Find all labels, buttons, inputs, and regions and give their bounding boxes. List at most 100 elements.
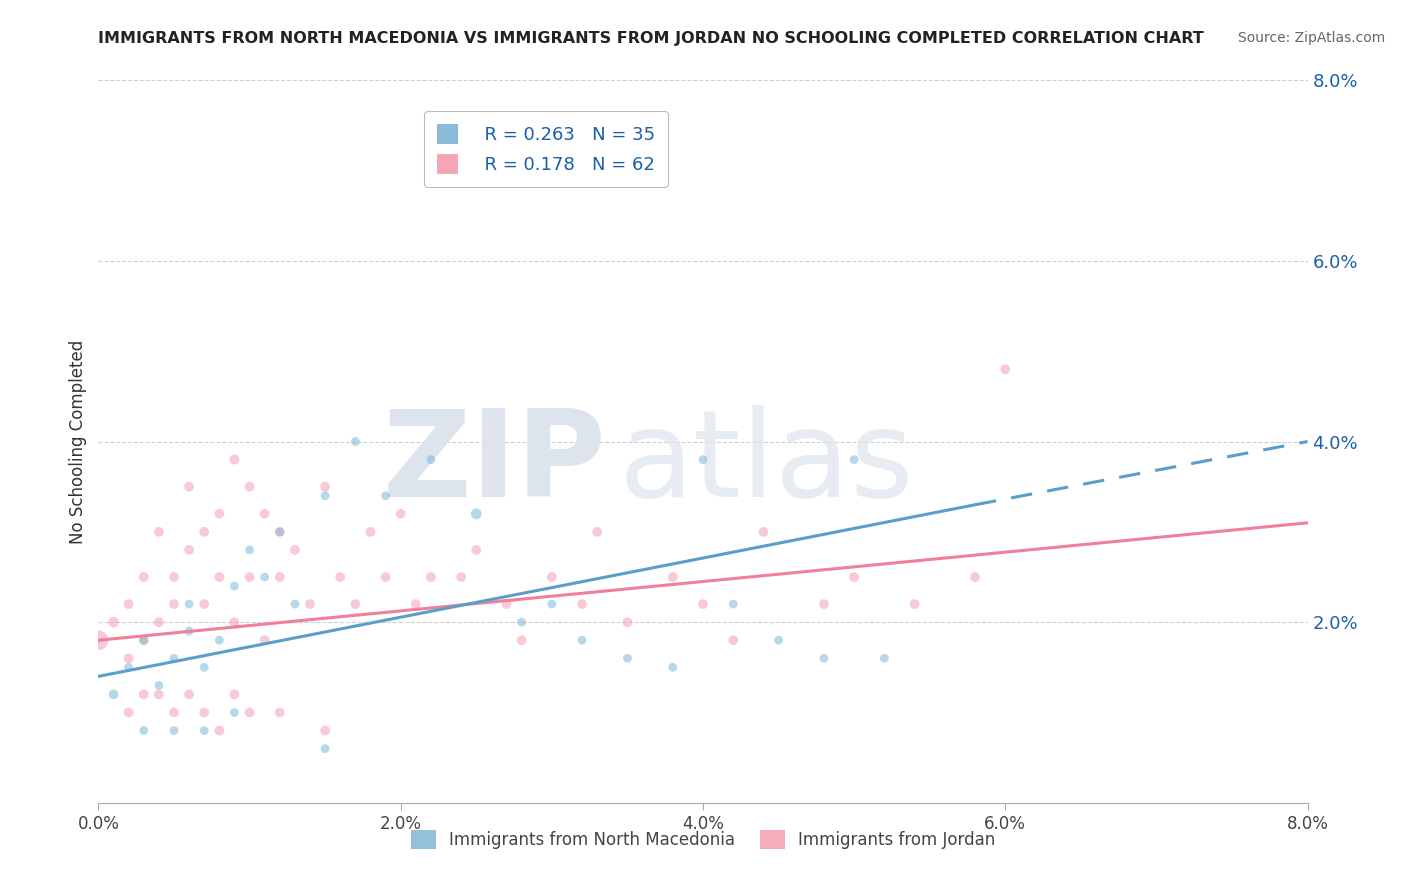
Point xyxy=(723,597,745,611)
Point xyxy=(510,615,533,630)
Point xyxy=(148,524,170,539)
Point xyxy=(813,651,835,665)
Point xyxy=(344,434,367,449)
Point xyxy=(994,362,1017,376)
Text: ZIP: ZIP xyxy=(382,405,606,522)
Point xyxy=(405,597,427,611)
Point xyxy=(314,723,336,738)
Point xyxy=(661,570,683,584)
Point xyxy=(844,570,866,584)
Point xyxy=(193,660,215,674)
Point xyxy=(103,615,125,630)
Point xyxy=(132,723,155,738)
Point xyxy=(360,524,382,539)
Point xyxy=(224,687,246,701)
Point xyxy=(179,687,201,701)
Point xyxy=(374,489,396,503)
Point xyxy=(540,597,562,611)
Point xyxy=(179,480,201,494)
Point xyxy=(208,507,231,521)
Point xyxy=(148,678,170,692)
Point xyxy=(193,723,215,738)
Point xyxy=(253,633,276,648)
Point xyxy=(284,542,307,557)
Point xyxy=(239,706,262,720)
Point xyxy=(752,524,775,539)
Point xyxy=(616,651,638,665)
Point xyxy=(118,660,141,674)
Point xyxy=(314,480,336,494)
Point xyxy=(844,452,866,467)
Point xyxy=(269,524,291,539)
Point xyxy=(586,524,609,539)
Legend: Immigrants from North Macedonia, Immigrants from Jordan: Immigrants from North Macedonia, Immigra… xyxy=(404,823,1002,856)
Point xyxy=(179,624,201,639)
Point xyxy=(374,570,396,584)
Point xyxy=(692,597,714,611)
Point xyxy=(224,615,246,630)
Point xyxy=(284,597,307,611)
Point xyxy=(314,741,336,756)
Point xyxy=(465,542,488,557)
Point xyxy=(163,706,186,720)
Point xyxy=(239,570,262,584)
Point xyxy=(132,570,155,584)
Point xyxy=(420,452,443,467)
Point xyxy=(193,706,215,720)
Point xyxy=(904,597,927,611)
Point xyxy=(495,597,517,611)
Point xyxy=(314,489,336,503)
Point xyxy=(269,570,291,584)
Point xyxy=(224,452,246,467)
Point xyxy=(163,651,186,665)
Point xyxy=(132,633,155,648)
Point xyxy=(208,633,231,648)
Point xyxy=(208,723,231,738)
Point xyxy=(450,570,472,584)
Point xyxy=(118,651,141,665)
Point xyxy=(269,706,291,720)
Point xyxy=(132,633,155,648)
Point xyxy=(148,615,170,630)
Point xyxy=(179,542,201,557)
Point xyxy=(540,570,562,584)
Point xyxy=(224,706,246,720)
Text: IMMIGRANTS FROM NORTH MACEDONIA VS IMMIGRANTS FROM JORDAN NO SCHOOLING COMPLETED: IMMIGRANTS FROM NORTH MACEDONIA VS IMMIG… xyxy=(98,31,1204,46)
Point xyxy=(179,597,201,611)
Point xyxy=(873,651,896,665)
Point xyxy=(692,452,714,467)
Text: atlas: atlas xyxy=(619,405,914,522)
Point xyxy=(193,597,215,611)
Point xyxy=(224,579,246,593)
Point xyxy=(571,633,593,648)
Text: Source: ZipAtlas.com: Source: ZipAtlas.com xyxy=(1237,31,1385,45)
Point xyxy=(163,597,186,611)
Point xyxy=(253,507,276,521)
Point xyxy=(965,570,987,584)
Point xyxy=(329,570,352,584)
Point xyxy=(420,570,443,584)
Point xyxy=(208,570,231,584)
Point xyxy=(163,723,186,738)
Point xyxy=(813,597,835,611)
Point xyxy=(661,660,683,674)
Point xyxy=(723,633,745,648)
Point xyxy=(118,597,141,611)
Point xyxy=(389,507,412,521)
Point xyxy=(344,597,367,611)
Point xyxy=(510,633,533,648)
Point xyxy=(193,524,215,539)
Point xyxy=(269,524,291,539)
Point xyxy=(616,615,638,630)
Point xyxy=(163,570,186,584)
Point xyxy=(87,633,110,648)
Point xyxy=(465,507,488,521)
Point xyxy=(239,542,262,557)
Point xyxy=(118,706,141,720)
Point xyxy=(768,633,790,648)
Point xyxy=(132,687,155,701)
Y-axis label: No Schooling Completed: No Schooling Completed xyxy=(69,340,87,543)
Point xyxy=(239,480,262,494)
Point xyxy=(253,570,276,584)
Point xyxy=(103,687,125,701)
